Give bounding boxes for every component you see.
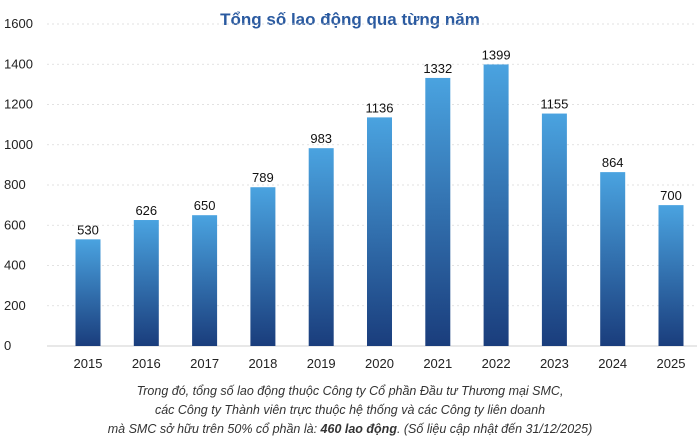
footnote-highlight: 460 lao động [320, 422, 397, 436]
data-label-2016: 626 [135, 203, 157, 218]
data-label-2024: 864 [602, 155, 624, 170]
bar-2019 [308, 148, 334, 346]
bar-2025 [658, 205, 684, 346]
footnote: Trong đó, tổng số lao động thuộc Công ty… [0, 382, 700, 439]
bar-2024 [600, 172, 626, 346]
bar-2017 [192, 215, 218, 346]
x-tick-label-2020: 2020 [365, 356, 394, 371]
x-tick-label-2024: 2024 [598, 356, 627, 371]
y-tick-label: 400 [4, 258, 26, 273]
x-tick-label-2019: 2019 [307, 356, 336, 371]
y-tick-label: 1400 [4, 56, 33, 71]
y-tick-label: 1000 [4, 137, 33, 152]
x-tick-label-2023: 2023 [540, 356, 569, 371]
chart-title: Tổng số lao động qua từng năm [220, 10, 480, 29]
data-label-2023: 1155 [540, 97, 568, 112]
footnote-line-3: mà SMC sở hữu trên 50% cổ phần là: 460 l… [0, 420, 700, 439]
data-label-2025: 700 [660, 188, 682, 203]
y-tick-label: 800 [4, 177, 26, 192]
data-label-2022: 1399 [482, 47, 511, 62]
x-tick-label-2016: 2016 [132, 356, 161, 371]
bar-2016 [133, 220, 159, 346]
data-label-2019: 983 [310, 131, 332, 146]
footnote-line-3-suffix: . (Số liệu cập nhật đến 31/12/2025) [396, 422, 593, 436]
data-label-2018: 789 [252, 170, 274, 185]
x-axis-ticks: 2015 2016 2017 2018 2019 2020 2021 2022 2023 2024… [74, 356, 686, 371]
y-tick-label: 200 [4, 298, 26, 313]
y-tick-label: 0 [4, 338, 11, 353]
y-tick-label: 1200 [4, 97, 33, 112]
bars [75, 64, 684, 347]
footnote-line-2: các Công ty Thành viên trực thuộc hệ thố… [154, 403, 546, 417]
bar-2018 [250, 187, 276, 346]
x-tick-label-2017: 2017 [190, 356, 219, 371]
bar-2015 [75, 239, 101, 346]
data-label-2020: 1136 [366, 100, 394, 115]
y-tick-label: 1600 [4, 16, 33, 31]
y-axis-ticks: 0 200 400 600 800 1000 1200 1400 1600 [4, 16, 33, 353]
footnote-line-3-prefix: mà SMC sở hữu trên 50% cổ phần là: [107, 422, 321, 436]
x-tick-label-2022: 2022 [482, 356, 511, 371]
bar-2023 [541, 113, 567, 347]
data-label-2015: 530 [77, 222, 99, 237]
bar-2022 [483, 64, 509, 347]
x-tick-label-2021: 2021 [423, 356, 452, 371]
x-tick-label-2015: 2015 [74, 356, 103, 371]
y-tick-label: 600 [4, 217, 26, 232]
bar-2020 [367, 117, 392, 346]
data-label-2021: 1332 [423, 61, 452, 76]
bar-2021 [425, 77, 451, 346]
x-tick-label-2018: 2018 [248, 356, 277, 371]
bar-chart: 0 200 400 600 800 1000 1200 1400 1600 530 626 650 7… [4, 16, 697, 371]
footnote-line-1: Trong đó, tổng số lao động thuộc Công ty… [136, 384, 564, 398]
data-label-2017: 650 [194, 198, 216, 213]
data-labels: 530 626 650 789 983 1136 1332 1399 1155 864 700 [77, 47, 682, 237]
x-tick-label-2025: 2025 [657, 356, 686, 371]
